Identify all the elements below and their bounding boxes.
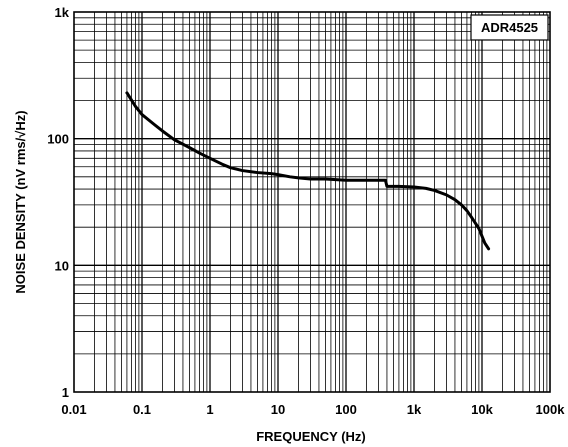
x-tick-label: 0.01 <box>61 402 86 417</box>
y-tick-label: 100 <box>47 132 69 147</box>
minor-grid <box>74 12 550 392</box>
y-tick-label: 1 <box>62 385 69 400</box>
legend-label: ADR4525 <box>481 20 538 35</box>
y-tick-labels: 1 10 100 1k <box>47 5 69 400</box>
x-axis-label: FREQUENCY (Hz) <box>256 429 366 444</box>
y-tick-label: 10 <box>55 258 69 273</box>
series-layer <box>125 91 491 251</box>
plot-frame <box>73 11 551 393</box>
x-tick-label: 0.1 <box>133 402 151 417</box>
y-axis-label: NOISE DENSITY (nV rms/√Hz) <box>13 110 28 293</box>
x-tick-label: 10k <box>471 402 493 417</box>
x-tick-label: 1 <box>206 402 213 417</box>
x-tick-label: 1k <box>407 402 422 417</box>
legend: ADR4525 <box>470 14 549 41</box>
x-tick-labels: 0.01 0.1 1 10 100 1k 10k 100k <box>61 402 565 417</box>
series-line-adr4525 <box>125 91 491 251</box>
x-tick-label: 100k <box>536 402 566 417</box>
x-tick-label: 100 <box>335 402 357 417</box>
legend-box <box>470 14 549 41</box>
major-grid <box>74 12 550 392</box>
y-tick-label: 1k <box>55 5 70 20</box>
x-tick-label: 10 <box>271 402 285 417</box>
